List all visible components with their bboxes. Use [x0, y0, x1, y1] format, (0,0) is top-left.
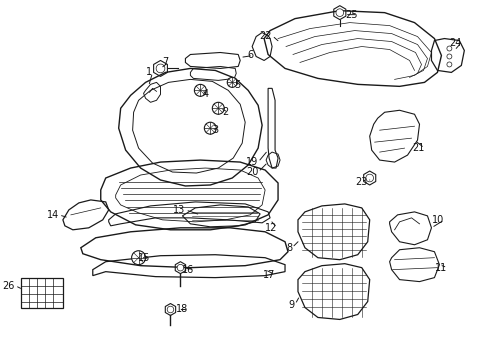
Text: 7: 7 — [162, 58, 168, 67]
Text: 5: 5 — [233, 80, 240, 90]
Circle shape — [194, 84, 206, 96]
Text: 26: 26 — [3, 280, 15, 291]
Text: 12: 12 — [264, 223, 277, 233]
Circle shape — [177, 264, 183, 271]
Text: 24: 24 — [448, 37, 460, 48]
Text: 22: 22 — [259, 31, 271, 41]
Text: 13: 13 — [173, 205, 185, 215]
Text: 3: 3 — [212, 125, 218, 135]
Text: 15: 15 — [138, 253, 150, 263]
Text: 21: 21 — [411, 143, 424, 153]
Text: 4: 4 — [202, 89, 208, 99]
Text: 9: 9 — [288, 300, 294, 310]
Text: 17: 17 — [262, 270, 275, 280]
Circle shape — [212, 102, 224, 114]
Circle shape — [167, 306, 173, 313]
Text: 2: 2 — [222, 107, 228, 117]
Circle shape — [204, 122, 216, 134]
Text: 6: 6 — [246, 50, 253, 60]
Text: 14: 14 — [46, 210, 59, 220]
Circle shape — [131, 251, 145, 265]
Circle shape — [335, 9, 343, 17]
Text: 25: 25 — [345, 10, 357, 20]
Text: 16: 16 — [182, 265, 194, 275]
Text: 19: 19 — [245, 157, 258, 167]
Text: 20: 20 — [245, 167, 258, 177]
Circle shape — [156, 64, 164, 73]
Text: 18: 18 — [176, 305, 188, 315]
Text: 8: 8 — [285, 243, 291, 253]
Text: 11: 11 — [434, 263, 447, 273]
Text: 1: 1 — [146, 67, 152, 77]
Circle shape — [227, 77, 237, 87]
Text: 10: 10 — [431, 215, 444, 225]
Text: 23: 23 — [355, 177, 367, 187]
Circle shape — [365, 174, 373, 182]
